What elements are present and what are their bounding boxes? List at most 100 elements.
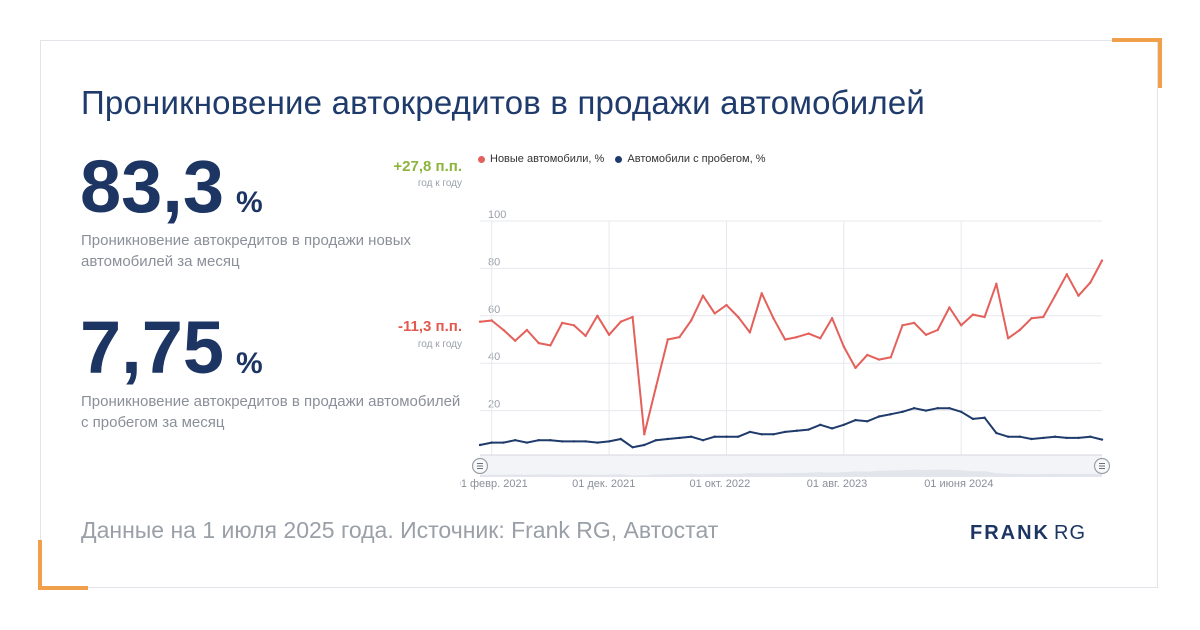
data-point-s0-49 bbox=[1053, 294, 1057, 297]
data-point-s0-28 bbox=[807, 332, 810, 335]
data-point-s1-0 bbox=[478, 443, 482, 447]
data-point-s1-34 bbox=[877, 415, 881, 418]
data-point-s1-45 bbox=[1006, 435, 1010, 438]
data-point-s0-37 bbox=[913, 321, 916, 325]
logo-strong-text: FRANK bbox=[970, 522, 1050, 544]
data-point-s1-22 bbox=[737, 435, 740, 438]
data-point-s1-26 bbox=[783, 430, 787, 434]
data-point-s1-10 bbox=[596, 441, 599, 444]
kpi-used-unit: % bbox=[236, 347, 263, 380]
legend-item-used[interactable]: Автомобили с пробегом, % bbox=[615, 153, 766, 165]
data-point-s0-2 bbox=[502, 328, 505, 332]
data-point-s0-25 bbox=[772, 317, 775, 320]
data-point-s0-18 bbox=[690, 319, 693, 322]
data-point-s0-53 bbox=[1100, 259, 1104, 262]
data-point-s1-44 bbox=[995, 431, 998, 435]
data-point-s0-50 bbox=[1065, 273, 1068, 276]
x-tick-label-1: 01 дек. 2021 bbox=[572, 478, 635, 490]
data-point-s1-31 bbox=[842, 423, 845, 426]
legend-item-new[interactable]: Новые автомобили, % bbox=[478, 153, 604, 165]
kpi-used-value: 7,75 bbox=[80, 306, 225, 389]
x-tick-label-4: 01 июня 2024 bbox=[924, 478, 993, 490]
data-point-s1-38 bbox=[924, 409, 928, 412]
kpi-new-unit: % bbox=[236, 186, 263, 219]
data-point-s1-20 bbox=[713, 435, 716, 438]
x-tick-label-3: 01 авг. 2023 bbox=[807, 478, 868, 490]
data-point-s1-11 bbox=[607, 440, 611, 443]
kpi-new-value-block: 83,3% bbox=[80, 150, 263, 224]
data-point-s0-7 bbox=[561, 321, 564, 325]
data-point-s1-39 bbox=[936, 407, 939, 410]
data-point-s0-35 bbox=[889, 356, 892, 359]
data-point-s1-36 bbox=[901, 410, 904, 413]
data-point-s1-6 bbox=[549, 439, 552, 442]
data-point-s0-29 bbox=[819, 337, 822, 340]
data-point-s1-5 bbox=[537, 439, 540, 442]
data-point-s1-37 bbox=[913, 407, 916, 410]
infographic-card bbox=[40, 40, 1158, 588]
kpi-new-value: 83,3 bbox=[80, 145, 225, 228]
data-point-s0-16 bbox=[666, 338, 669, 341]
kpi-used-description: Проникновение автокредитов в продажи авт… bbox=[81, 393, 461, 431]
data-point-s1-50 bbox=[1065, 436, 1068, 440]
corner-accent-bottom-left bbox=[38, 586, 88, 590]
data-point-s1-49 bbox=[1053, 435, 1057, 438]
series-line-0 bbox=[479, 260, 1103, 436]
data-point-s0-38 bbox=[924, 333, 928, 336]
data-point-s0-42 bbox=[971, 313, 975, 316]
navigator-mini-area bbox=[480, 469, 1102, 477]
navigator-handle-right[interactable] bbox=[1093, 457, 1110, 475]
data-point-s0-3 bbox=[514, 339, 517, 342]
data-point-s1-53 bbox=[1100, 438, 1104, 441]
navigator-handle-left[interactable] bbox=[471, 457, 489, 475]
legend-label-new: Новые автомобили, % bbox=[490, 153, 605, 165]
x-tick-label-2: 01 окт. 2022 bbox=[690, 478, 751, 490]
data-point-s1-43 bbox=[983, 416, 986, 419]
data-point-s1-21 bbox=[725, 435, 728, 438]
data-point-s0-20 bbox=[713, 312, 716, 315]
data-point-s1-2 bbox=[502, 441, 505, 444]
data-point-s1-13 bbox=[631, 446, 634, 449]
data-point-s1-41 bbox=[960, 410, 963, 413]
x-tick-label-0: 01 февр. 2021 bbox=[460, 478, 528, 490]
data-point-s0-40 bbox=[948, 306, 951, 309]
data-point-s0-10 bbox=[596, 314, 599, 317]
corner-accent-bottom-left-vertical bbox=[38, 540, 42, 590]
data-point-s0-36 bbox=[901, 324, 904, 327]
data-point-s1-27 bbox=[795, 429, 799, 432]
page-title: Проникновение автокредитов в продажи авт… bbox=[81, 84, 926, 121]
data-point-s1-30 bbox=[830, 427, 834, 430]
chart-legend: Новые автомобили, % Автомобили с пробего… bbox=[478, 153, 774, 166]
y-tick-label-20: 20 bbox=[488, 399, 500, 411]
data-point-s1-46 bbox=[1018, 435, 1021, 438]
data-point-s0-48 bbox=[1042, 315, 1045, 319]
data-point-s0-22 bbox=[737, 315, 740, 319]
data-point-s0-32 bbox=[854, 366, 857, 370]
data-point-s0-52 bbox=[1089, 281, 1092, 284]
legend-dot-new bbox=[478, 155, 485, 163]
data-point-s1-32 bbox=[854, 418, 857, 422]
data-point-s1-52 bbox=[1089, 435, 1092, 438]
kpi-used-change-note: год к году bbox=[417, 339, 462, 350]
data-point-s0-4 bbox=[525, 328, 529, 332]
data-point-s0-26 bbox=[783, 338, 787, 341]
data-point-s1-4 bbox=[525, 441, 529, 444]
data-point-s0-5 bbox=[537, 341, 540, 345]
data-point-s0-34 bbox=[877, 358, 881, 361]
line-chart: 20 40 60 80 100 01 февр. 2021 01 дек. 2021 01 о… bbox=[460, 209, 1110, 490]
data-point-s1-14 bbox=[643, 443, 646, 447]
data-point-s0-24 bbox=[760, 292, 763, 295]
data-point-s1-25 bbox=[772, 433, 775, 436]
data-point-s0-41 bbox=[960, 324, 963, 327]
kpi-used-change: -11,3 п.п. bbox=[398, 318, 462, 335]
series-line-1 bbox=[479, 407, 1103, 449]
data-point-s0-15 bbox=[654, 385, 658, 389]
data-point-s1-16 bbox=[666, 437, 669, 441]
data-point-s1-24 bbox=[760, 433, 763, 436]
data-point-s1-48 bbox=[1042, 436, 1045, 440]
data-point-s0-23 bbox=[748, 331, 752, 334]
data-point-s0-9 bbox=[584, 334, 587, 338]
footer-source: Данные на 1 июля 2025 года. Источник: Fr… bbox=[81, 517, 719, 543]
data-point-s0-27 bbox=[795, 335, 799, 339]
data-point-s0-1 bbox=[490, 319, 493, 322]
